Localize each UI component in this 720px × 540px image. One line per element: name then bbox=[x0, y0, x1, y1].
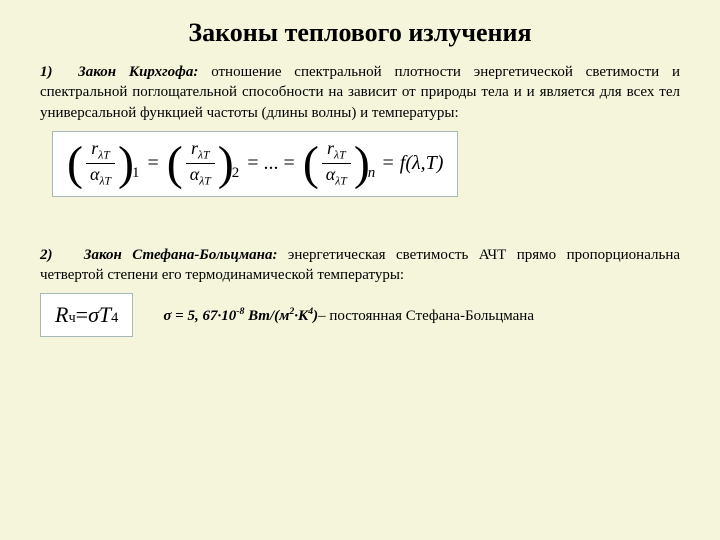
formula-1-row: ( rλT αλT ) 1 = ( rλT αλT ) 2 = ... = ( … bbox=[52, 131, 680, 197]
formula-2-box: Rч = σT4 bbox=[40, 293, 133, 337]
term-n: ( rλT αλT ) n bbox=[303, 138, 375, 190]
law2-number: 2) Закон Стефана-Больцмана: bbox=[40, 247, 277, 263]
formula-1-rhs: = f(λ,T) bbox=[381, 152, 443, 175]
term-1: ( rλT αλT ) 1 bbox=[67, 138, 139, 190]
page-title: Законы теплового излучения bbox=[40, 18, 680, 48]
law1-paragraph: 1) Закон Кирхгофа: отношение спектрально… bbox=[40, 62, 680, 123]
term-2: ( rλT αλT ) 2 bbox=[167, 138, 239, 190]
formula-1-box: ( rλT αλT ) 1 = ( rλT αλT ) 2 = ... = ( … bbox=[52, 131, 458, 197]
law1-number: 1) Закон Кирхгофа: bbox=[40, 64, 198, 80]
formula-2-row: Rч = σT4 σ = 5, 67·10-8 Вт/(м2·К4)– пост… bbox=[40, 293, 680, 337]
sigma-constant-text: σ = 5, 67·10-8 Вт/(м2·К4)– постоянная Ст… bbox=[163, 306, 534, 325]
law2-paragraph: 2) Закон Стефана-Больцмана: энергетическ… bbox=[40, 245, 680, 286]
